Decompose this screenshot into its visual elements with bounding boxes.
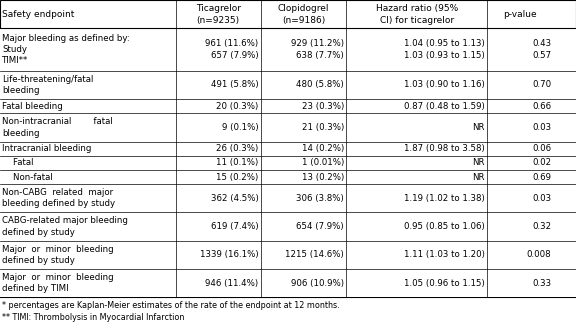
Text: 1215 (14.6%): 1215 (14.6%) (285, 250, 344, 259)
Bar (0, 241, 576, 269)
Text: 23 (0.3%): 23 (0.3%) (302, 102, 344, 111)
Text: CABG-related major bleeding: CABG-related major bleeding (2, 216, 128, 225)
Text: NR: NR (472, 123, 485, 132)
Text: (n=9235): (n=9235) (197, 15, 240, 25)
Text: 0.03: 0.03 (532, 123, 551, 132)
Text: 0.87 (0.48 to 1.59): 0.87 (0.48 to 1.59) (404, 102, 485, 111)
Text: Major  or  minor  bleeding: Major or minor bleeding (2, 245, 114, 254)
Text: 0.06: 0.06 (532, 144, 551, 153)
Text: ** TIMI: Thrombolysis in Myocardial Infarction: ** TIMI: Thrombolysis in Myocardial Infa… (2, 313, 185, 322)
Text: * percentages are Kaplan-Meier estimates of the rate of the endpoint at 12 month: * percentages are Kaplan-Meier estimates… (2, 301, 340, 310)
Text: Non-CABG  related  major: Non-CABG related major (2, 188, 113, 197)
Text: 0.95 (0.85 to 1.06): 0.95 (0.85 to 1.06) (404, 222, 485, 231)
Text: Clopidogrel: Clopidogrel (278, 4, 329, 13)
Text: Intracranial bleeding: Intracranial bleeding (2, 144, 92, 153)
Text: 1.03 (0.90 to 1.16): 1.03 (0.90 to 1.16) (404, 80, 485, 89)
Text: Hazard ratio (95%: Hazard ratio (95% (376, 4, 458, 13)
Text: 491 (5.8%): 491 (5.8%) (211, 80, 259, 89)
Bar (0, 99, 576, 113)
Text: TIMI**: TIMI** (2, 56, 29, 65)
Bar (0, 212, 576, 241)
Bar (0, 28, 576, 71)
Text: 11 (0.1%): 11 (0.1%) (217, 158, 259, 167)
Text: 21 (0.3%): 21 (0.3%) (302, 123, 344, 132)
Text: 306 (3.8%): 306 (3.8%) (296, 194, 344, 203)
Text: p-value: p-value (503, 10, 537, 19)
Text: 26 (0.3%): 26 (0.3%) (217, 144, 259, 153)
Text: 619 (7.4%): 619 (7.4%) (211, 222, 259, 231)
Text: Fatal bleeding: Fatal bleeding (2, 102, 63, 111)
Text: 15 (0.2%): 15 (0.2%) (217, 172, 259, 181)
Text: 906 (10.9%): 906 (10.9%) (291, 279, 344, 288)
Bar (0, 269, 576, 297)
Text: 362 (4.5%): 362 (4.5%) (211, 194, 259, 203)
Text: Study: Study (2, 45, 27, 54)
Bar (0, 184, 576, 212)
Text: defined by study: defined by study (2, 256, 75, 265)
Text: 480 (5.8%): 480 (5.8%) (296, 80, 344, 89)
Bar (0, 156, 576, 170)
Text: 1.04 (0.95 to 1.13): 1.04 (0.95 to 1.13) (404, 39, 485, 48)
Text: 9 (0.1%): 9 (0.1%) (222, 123, 259, 132)
Text: 638 (7.7%): 638 (7.7%) (296, 51, 344, 60)
Text: Major bleeding as defined by:: Major bleeding as defined by: (2, 34, 130, 43)
Text: 929 (11.2%): 929 (11.2%) (291, 39, 344, 48)
Text: 1.87 (0.98 to 3.58): 1.87 (0.98 to 3.58) (404, 144, 485, 153)
Bar (0, 0, 576, 297)
Text: 0.008: 0.008 (526, 250, 551, 259)
Text: NR: NR (472, 172, 485, 181)
Text: defined by TIMI: defined by TIMI (2, 284, 69, 293)
Text: 1.11 (1.03 to 1.20): 1.11 (1.03 to 1.20) (404, 250, 485, 259)
Text: 20 (0.3%): 20 (0.3%) (217, 102, 259, 111)
Bar (0, 141, 576, 156)
Bar (0, 170, 576, 184)
Text: bleeding: bleeding (2, 129, 40, 137)
Text: Major  or  minor  bleeding: Major or minor bleeding (2, 273, 114, 282)
Text: 946 (11.4%): 946 (11.4%) (206, 279, 259, 288)
Text: Ticagrelor: Ticagrelor (196, 4, 241, 13)
Text: 1 (0.01%): 1 (0.01%) (302, 158, 344, 167)
Text: 13 (0.2%): 13 (0.2%) (302, 172, 344, 181)
Text: 0.32: 0.32 (532, 222, 551, 231)
Text: 1339 (16.1%): 1339 (16.1%) (200, 250, 259, 259)
Text: Safety endpoint: Safety endpoint (2, 10, 75, 19)
Text: (n=9186): (n=9186) (282, 15, 325, 25)
Text: 1.03 (0.93 to 1.15): 1.03 (0.93 to 1.15) (404, 51, 485, 60)
Text: Non-intracranial        fatal: Non-intracranial fatal (2, 117, 113, 126)
Text: NR: NR (472, 158, 485, 167)
Text: defined by study: defined by study (2, 228, 75, 237)
Text: Non-fatal: Non-fatal (2, 172, 53, 181)
Text: 0.66: 0.66 (532, 102, 551, 111)
Text: bleeding: bleeding (2, 86, 40, 95)
Bar (0, 113, 576, 141)
Bar (0, 71, 576, 99)
Text: CI) for ticagrelor: CI) for ticagrelor (380, 15, 454, 25)
Text: bleeding defined by study: bleeding defined by study (2, 199, 115, 208)
Text: Life-threatening/fatal: Life-threatening/fatal (2, 75, 94, 84)
Text: 0.43: 0.43 (532, 39, 551, 48)
Text: 654 (7.9%): 654 (7.9%) (296, 222, 344, 231)
Text: 0.69: 0.69 (532, 172, 551, 181)
Text: 961 (11.6%): 961 (11.6%) (206, 39, 259, 48)
Text: 14 (0.2%): 14 (0.2%) (302, 144, 344, 153)
Text: 0.57: 0.57 (532, 51, 551, 60)
Text: 0.33: 0.33 (532, 279, 551, 288)
Text: 1.19 (1.02 to 1.38): 1.19 (1.02 to 1.38) (404, 194, 485, 203)
Text: 657 (7.9%): 657 (7.9%) (211, 51, 259, 60)
Text: 0.02: 0.02 (532, 158, 551, 167)
Text: 1.05 (0.96 to 1.15): 1.05 (0.96 to 1.15) (404, 279, 485, 288)
Text: 0.03: 0.03 (532, 194, 551, 203)
Text: 0.70: 0.70 (532, 80, 551, 89)
Text: Fatal: Fatal (2, 158, 34, 167)
